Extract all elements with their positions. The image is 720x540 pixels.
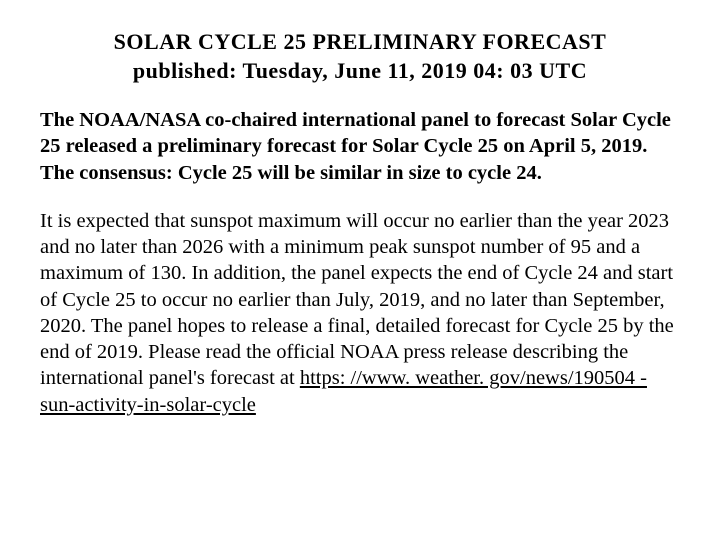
- title-line-1: SOLAR CYCLE 25 PRELIMINARY FORECAST: [40, 28, 680, 57]
- paragraph-2-text: It is expected that sunspot maximum will…: [40, 210, 674, 389]
- paragraph-1: The NOAA/NASA co-chaired international p…: [40, 107, 680, 186]
- document-page: SOLAR CYCLE 25 PRELIMINARY FORECAST publ…: [0, 0, 720, 540]
- title-line-2: published: Tuesday, June 11, 2019 04: 03…: [40, 57, 680, 86]
- title-block: SOLAR CYCLE 25 PRELIMINARY FORECAST publ…: [40, 28, 680, 85]
- paragraph-2: It is expected that sunspot maximum will…: [40, 208, 680, 418]
